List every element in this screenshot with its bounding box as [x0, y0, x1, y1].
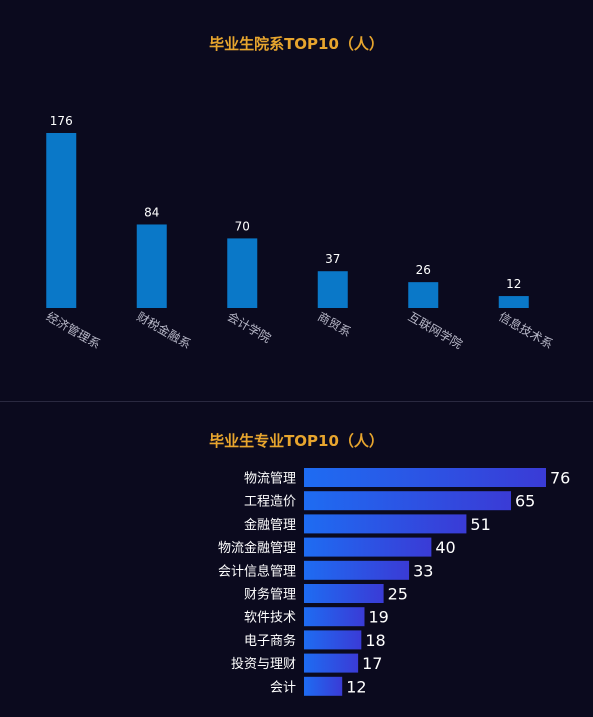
college-bar	[317, 271, 348, 308]
major-value-label: 19	[369, 608, 389, 627]
college-chart-panel: 毕业生院系TOP10（人） 176 经济管理系 84 财税金融系 70 会计学院 37 商贸系…	[44, 35, 556, 352]
college-bar-chart: 176 经济管理系 84 财税金融系 70 会计学院 37 商贸系 26 互联网学院 12 信息技术系	[44, 114, 556, 352]
major-bar	[304, 584, 384, 603]
major-value-label: 17	[362, 654, 382, 673]
college-bar	[136, 224, 167, 308]
college-bar	[498, 296, 529, 308]
major-category-label: 会计	[270, 680, 296, 695]
major-value-label: 18	[365, 631, 385, 650]
major-bar	[304, 491, 511, 511]
major-chart-title: 毕业生专业TOP10（人）	[209, 432, 384, 450]
major-category-label: 工程造价	[244, 495, 296, 510]
college-category-label: 信息技术系	[496, 309, 555, 352]
panel-divider	[0, 401, 593, 402]
major-category-label: 财务管理	[244, 587, 296, 603]
major-category-label: 物流金融管理	[218, 540, 296, 556]
major-bar	[304, 514, 467, 534]
college-value-label: 70	[235, 219, 250, 233]
college-bar	[408, 282, 439, 308]
college-value-label: 176	[50, 114, 73, 128]
major-category-label: 电子商务	[244, 633, 296, 649]
major-bar	[304, 468, 546, 487]
major-bar	[304, 676, 343, 696]
college-bar	[227, 238, 258, 308]
major-bar-chart: 物流管理 76 工程造价 65 金融管理 51 物流金融管理 40 会计信息管理 33 财务管理 25…	[218, 468, 570, 696]
major-value-label: 33	[413, 561, 433, 580]
major-bar	[304, 537, 432, 557]
college-value-label: 12	[506, 277, 521, 291]
major-value-label: 65	[515, 492, 535, 511]
major-bar	[304, 630, 362, 650]
major-bar	[304, 560, 410, 580]
major-category-label: 软件技术	[244, 611, 296, 626]
college-chart-title: 毕业生院系TOP10（人）	[209, 35, 384, 53]
major-category-label: 金融管理	[244, 517, 296, 533]
college-category-label: 会计学院	[225, 309, 274, 346]
major-chart-panel: 毕业生专业TOP10（人） 物流管理 76 工程造价 65 金融管理 51 物流金融管理 40…	[0, 402, 593, 717]
major-bar	[304, 653, 359, 673]
major-value-label: 12	[346, 677, 366, 696]
major-value-label: 40	[435, 538, 455, 557]
major-category-label: 会计信息管理	[218, 563, 296, 579]
major-value-label: 51	[470, 515, 490, 534]
college-value-label: 37	[325, 252, 340, 266]
major-value-label: 25	[388, 585, 408, 604]
college-category-label: 财税金融系	[134, 309, 193, 352]
major-value-label: 76	[550, 469, 570, 488]
college-category-label: 经济管理系	[44, 309, 103, 352]
major-bar	[304, 607, 365, 627]
college-value-label: 26	[416, 263, 431, 277]
major-category-label: 物流管理	[244, 472, 296, 487]
college-bar	[46, 133, 77, 308]
college-category-label: 商贸系	[315, 309, 354, 340]
college-value-label: 84	[144, 205, 159, 219]
college-category-label: 互联网学院	[406, 309, 465, 352]
major-category-label: 投资与理财	[231, 656, 296, 672]
